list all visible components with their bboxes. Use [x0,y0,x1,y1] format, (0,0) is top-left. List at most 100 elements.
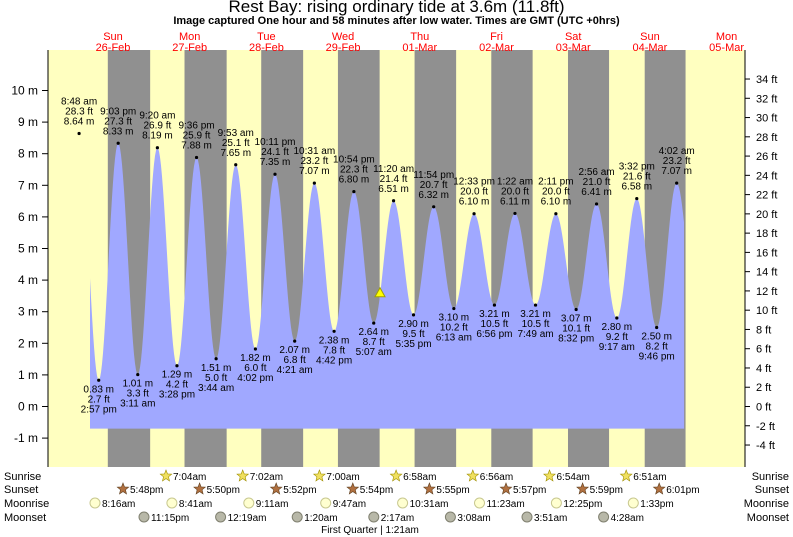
tide-extreme-point [332,329,336,333]
moonrise-icon [550,497,562,509]
high-tide-label: 25.1 ft [222,138,250,149]
sunset-star-icon [269,482,283,495]
tide-extreme-point [615,316,619,320]
moonset-icon [138,511,150,523]
high-tide-label: 11:54 pm [413,170,454,181]
low-tide-label: 5.0 ft [205,373,227,384]
high-tide-label: 22.3 ft [340,165,368,176]
moonset-icon [291,511,303,523]
high-tide-label: 6.51 m [378,184,409,195]
y-left-tick-label: 2 m [18,336,38,350]
high-tide-label: 27.3 ft [104,116,132,127]
high-tide-label: 6.10 m [541,197,572,208]
moonset-row-label-left: Moonset [4,512,46,524]
moonrise-row-label-left: Moonrise [4,498,49,510]
sunrise-time: 6:58am [403,472,436,483]
low-tide-label: 3:44 am [198,383,234,394]
tide-extreme-point [194,155,199,160]
chart-subtitle: Image captured One hour and 58 minutes a… [173,15,620,27]
day-date: 01-Mar [402,42,437,54]
sunrise-row-label-right: Sunrise [752,471,789,483]
low-tide-label: 5:35 pm [395,339,431,350]
sunrise-star-icon [619,469,633,482]
high-tide-label: 7.88 m [181,140,212,151]
moonset-icon [215,511,227,523]
low-tide-label: 6:13 am [436,333,472,344]
sunrise-time: 6:51am [633,472,666,483]
moonrise-icon [320,497,332,509]
y-right-tick-label: 14 ft [756,267,777,279]
moonset-time: 11:15pm [151,513,189,524]
high-tide-label: 10:11 pm [255,137,296,148]
day-name: Wed [332,31,354,43]
moonset-icon [598,511,610,523]
moonrise-time: 1:33pm [640,499,673,510]
y-left-tick-label: 6 m [18,210,38,224]
tide-extreme-point [155,146,159,150]
moon-phase-label: First Quarter | 1:21am [321,525,419,536]
high-tide-label: 6.80 m [339,175,370,186]
y-left-tick-label: 3 m [18,305,38,319]
low-tide-label: 2.07 m [279,345,310,356]
tide-extreme-point [574,307,578,312]
sunset-time: 5:57pm [513,485,546,496]
moonrise-time: 11:23am [487,499,525,510]
high-tide-label: 20.7 ft [420,180,448,191]
low-tide-label: 9.5 ft [402,329,424,340]
low-tide-label: 4:21 am [277,365,313,376]
tide-extreme-point [635,196,639,201]
moonset-time: 3:08am [457,513,490,524]
y-left-tick-label: 1 m [18,368,38,382]
high-tide-label: 6.58 m [621,182,652,193]
sunrise-star-icon [159,469,173,482]
tide-extreme-point [273,172,277,176]
tide-extreme-point [513,211,517,216]
sunrise-time: 7:00am [326,472,359,483]
y-right-tick-label: 32 ft [756,93,777,105]
y-left-tick-label: 7 m [18,178,38,192]
moonrise-icon [166,497,178,509]
day-name: Sun [103,31,123,43]
y-right-tick-label: 18 ft [756,228,777,240]
high-tide-label: 6.41 m [581,187,612,198]
day-date: 27-Feb [172,42,207,54]
tide-extreme-point [372,321,376,325]
high-tide-label: 8.19 m [142,131,173,142]
day-name: Tue [257,31,276,43]
low-tide-label: 2:57 pm [81,404,117,415]
y-right-tick-label: 6 ft [756,344,771,356]
high-tide-label: 12:33 pm [453,177,495,188]
day-date: 29-Feb [326,42,361,54]
tide-extreme-point [234,163,238,167]
tide-extreme-point [411,313,416,317]
low-tide-label: 8:32 pm [558,333,594,344]
high-tide-label: 21.0 ft [583,177,611,188]
day-name: Sun [640,31,660,43]
y-right-tick-label: 26 ft [756,151,777,163]
day-date: 03-Mar [556,42,591,54]
moonrise-time: 8:41am [179,499,212,510]
high-tide-label: 25.9 ft [183,130,211,141]
high-tide-label: 2:11 pm [538,177,573,188]
low-tide-label: 10.5 ft [522,319,550,330]
high-tide-label: 10:54 pm [333,155,375,166]
low-tide-label: 10.5 ft [481,319,509,330]
tide-extreme-point [432,205,436,209]
high-tide-label: 2:56 am [578,167,614,178]
day-name: Thu [410,31,429,43]
moonset-time: 2:17am [381,513,414,524]
chart-title: Rest Bay: rising ordinary tide at 3.6m (… [228,0,565,16]
sunrise-time: 6:56am [480,472,513,483]
high-tide-label: 21.6 ft [623,172,651,183]
y-right-tick-label: 28 ft [756,132,777,144]
y-right-tick-label: 8 ft [756,324,771,336]
low-tide-label: 7.8 ft [323,345,345,356]
high-tide-label: 23.2 ft [663,156,691,167]
low-tide-label: 2.7 ft [88,394,110,405]
moonrise-time: 8:16am [102,499,135,510]
y-right-tick-label: 24 ft [756,170,777,182]
high-tide-label: 6.10 m [459,197,490,208]
high-tide-label: 7.35 m [260,157,291,168]
sunset-row-label-right: Sunset [755,484,789,496]
sunrise-star-icon [236,469,250,482]
